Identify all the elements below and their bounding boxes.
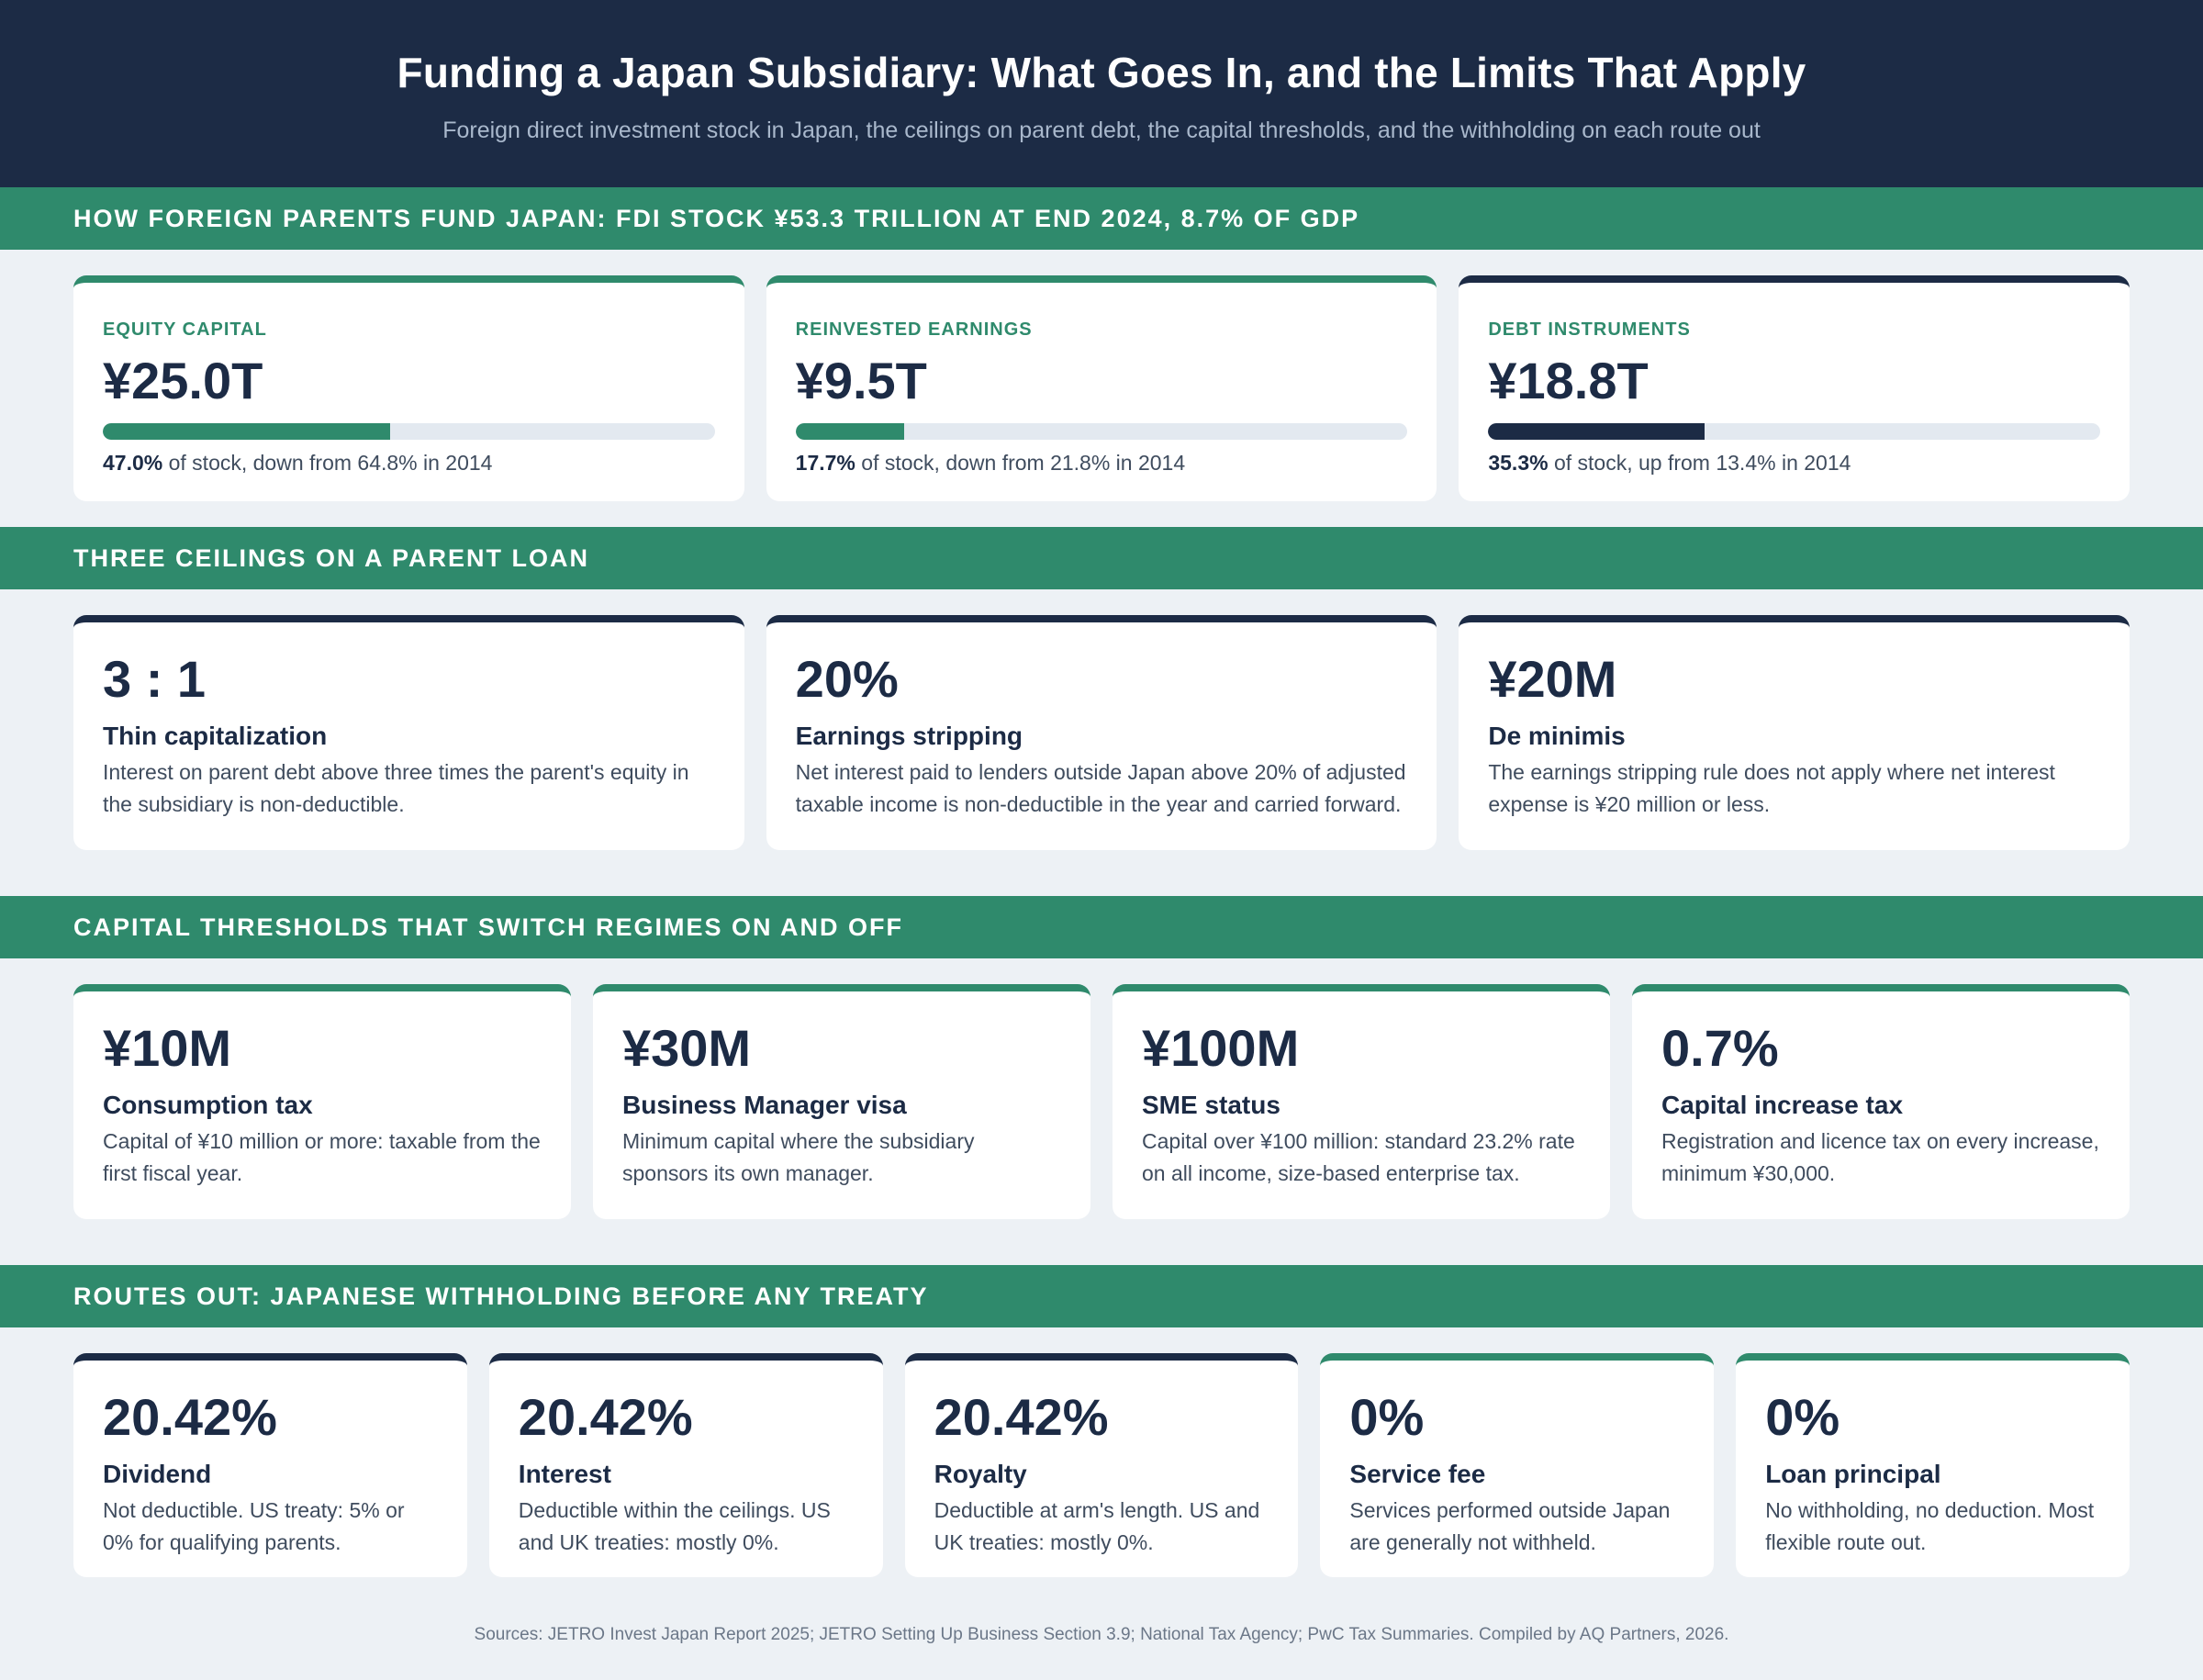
threshold-value: ¥100M [1142,1019,1300,1077]
ceiling-title: Earnings stripping [795,722,1023,750]
section-title-fdi: HOW FOREIGN PARENTS FUND JAPAN: FDI STOC… [73,204,1360,232]
threshold-card-consumption-tax: ¥10M Consumption tax Capital of ¥10 mill… [73,984,571,1219]
section-header-thresholds: CAPITAL THRESHOLDS THAT SWITCH REGIMES O… [0,896,2203,958]
fdi-share-text: 47.0% [103,451,163,475]
route-card-loan-principal: 0% Loan principal No withholding, no ded… [1736,1353,2130,1577]
ceiling-desc: Net interest paid to lenders outside Jap… [795,760,1406,816]
route-desc: Not deductible. US treaty: 5% or 0% for … [103,1498,405,1554]
threshold-title: Business Manager visa [622,1091,907,1119]
route-value: 20.42% [934,1388,1109,1446]
threshold-desc: Minimum capital where the subsidiary spo… [622,1129,975,1185]
fdi-card-note: 35.3% of stock, up from 13.4% in 2014 [1488,447,2100,478]
threshold-value: ¥10M [103,1019,232,1077]
threshold-title: SME status [1142,1091,1280,1119]
threshold-card-capital-increase-tax: 0.7% Capital increase tax Registration a… [1632,984,2130,1219]
fdi-card-value: ¥9.5T [795,352,927,409]
fdi-card-value: ¥18.8T [1488,352,1649,409]
threshold-desc: Capital of ¥10 million or more: taxable … [103,1129,541,1185]
route-card-service-fee: 0% Service fee Services performed outsid… [1320,1353,1715,1577]
threshold-card-sme-status: ¥100M SME status Capital over ¥100 milli… [1113,984,1610,1219]
threshold-desc: Capital over ¥100 million: standard 23.2… [1142,1129,1575,1185]
section-title-ceilings: THREE CEILINGS ON A PARENT LOAN [73,543,590,572]
section-title-routes: ROUTES OUT: JAPANESE WITHHOLDING BEFORE … [73,1282,929,1310]
route-title: Royalty [934,1460,1027,1488]
fdi-card-label: REINVESTED EARNINGS [795,319,1033,340]
page-header: Funding a Japan Subsidiary: What Goes In… [0,0,2203,187]
ceiling-value: 20% [795,650,899,708]
fdi-card-value: ¥25.0T [103,352,263,409]
route-title: Interest [518,1460,611,1488]
fdi-note-text: of stock, up from 13.4% in 2014 [1548,451,1851,475]
fdi-share-bar [795,423,1408,440]
section-title-thresholds: CAPITAL THRESHOLDS THAT SWITCH REGIMES O… [73,913,903,941]
threshold-cards: ¥10M Consumption tax Capital of ¥10 mill… [0,984,2203,1265]
route-cards: 20.42% Dividend Not deductible. US treat… [0,1353,2203,1577]
route-card-dividend: 20.42% Dividend Not deductible. US treat… [73,1353,467,1577]
fdi-cards: EQUITY CAPITAL ¥25.0T 47.0% of stock, do… [0,275,2203,501]
threshold-title: Capital increase tax [1661,1091,1904,1119]
fdi-card-note: 47.0% of stock, down from 64.8% in 2014 [103,447,715,478]
threshold-value: ¥30M [622,1019,752,1077]
threshold-desc: Registration and licence tax on every in… [1661,1129,2099,1185]
ceiling-card-thin-cap: 3 : 1 Thin capitalization Interest on pa… [73,615,744,850]
fdi-share-text: 35.3% [1488,451,1549,475]
fdi-share-fill [795,423,904,440]
sources-text: Sources: JETRO Invest Japan Report 2025;… [474,1625,1729,1644]
fdi-card-label: EQUITY CAPITAL [103,319,267,340]
ceiling-value: ¥20M [1488,650,1617,708]
fdi-share-fill [103,423,391,440]
threshold-title: Consumption tax [103,1091,313,1119]
fdi-card-equity: EQUITY CAPITAL ¥25.0T 47.0% of stock, do… [73,275,744,501]
fdi-note-text: of stock, down from 21.8% in 2014 [855,451,1186,475]
route-card-royalty: 20.42% Royalty Deductible at arm's lengt… [904,1353,1299,1577]
fdi-card-note: 17.7% of stock, down from 21.8% in 2014 [796,447,1408,478]
fdi-card-label: DEBT INSTRUMENTS [1488,319,1691,340]
ceiling-title: Thin capitalization [103,722,328,750]
threshold-card-visa: ¥30M Business Manager visa Minimum capit… [593,984,1090,1219]
fdi-share-fill [1488,423,1705,440]
fdi-share-text: 17.7% [795,451,855,475]
route-desc: Services performed outside Japan are gen… [1349,1498,1671,1554]
route-desc: No withholding, no deduction. Most flexi… [1765,1498,2095,1554]
route-value: 20.42% [518,1388,693,1446]
ceiling-card-de-minimis: ¥20M De minimis The earnings stripping r… [1459,615,2130,850]
fdi-card-reinvested: REINVESTED EARNINGS ¥9.5T 17.7% of stock… [766,275,1437,501]
page-title: Funding a Japan Subsidiary: What Goes In… [397,49,1806,96]
page-subtitle: Foreign direct investment stock in Japan… [442,118,1761,143]
route-value: 0% [1349,1388,1425,1446]
section-header-ceilings: THREE CEILINGS ON A PARENT LOAN [0,527,2203,589]
ceiling-desc: Interest on parent debt above three time… [103,760,689,816]
fdi-card-debt: DEBT INSTRUMENTS ¥18.8T 35.3% of stock, … [1459,275,2130,501]
route-value: 20.42% [103,1388,277,1446]
ceiling-desc: The earnings stripping rule does not app… [1488,760,2055,816]
ceiling-card-earnings-stripping: 20% Earnings stripping Net interest paid… [766,615,1437,850]
route-title: Loan principal [1765,1460,1941,1488]
route-title: Service fee [1349,1460,1486,1488]
ceiling-cards: 3 : 1 Thin capitalization Interest on pa… [0,615,2203,896]
route-value: 0% [1765,1388,1840,1446]
ceiling-title: De minimis [1488,722,1626,750]
ceiling-value: 3 : 1 [103,650,207,708]
route-title: Dividend [103,1460,212,1488]
sources-footer: Sources: JETRO Invest Japan Report 2025;… [0,1625,2203,1645]
route-card-interest: 20.42% Interest Deductible within the ce… [488,1353,883,1577]
route-desc: Deductible within the ceilings. US and U… [518,1498,831,1554]
fdi-share-bar [103,423,715,440]
threshold-value: 0.7% [1661,1019,1779,1077]
section-header-routes: ROUTES OUT: JAPANESE WITHHOLDING BEFORE … [0,1265,2203,1327]
fdi-share-bar [1488,423,2101,440]
section-header-fdi: HOW FOREIGN PARENTS FUND JAPAN: FDI STOC… [0,187,2203,250]
fdi-note-text: of stock, down from 64.8% in 2014 [162,451,493,475]
route-desc: Deductible at arm's length. US and UK tr… [934,1498,1260,1554]
